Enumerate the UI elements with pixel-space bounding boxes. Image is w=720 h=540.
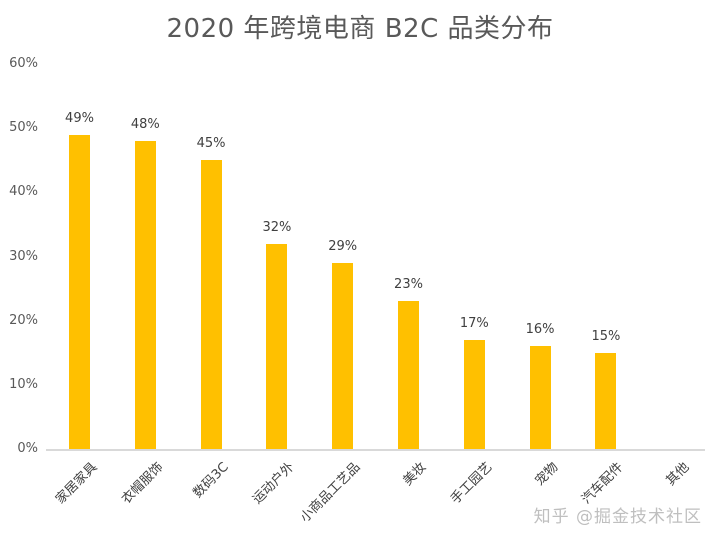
bar	[398, 301, 419, 449]
bar-value-label: 32%	[262, 219, 292, 235]
bar	[529, 346, 551, 449]
y-tick-label: 0%	[17, 441, 38, 456]
chart-title: 2020 年跨境电商 B2C 品类分布	[166, 14, 554, 44]
bar-value-label: 49%	[65, 110, 94, 126]
bar	[595, 352, 617, 449]
x-tick-label: 衣帽服饰	[118, 459, 167, 508]
x-tick-label: 美妆	[400, 459, 430, 489]
x-tick-label: 宠物	[532, 459, 562, 489]
bar	[69, 134, 90, 449]
bar-value-label: 15%	[591, 328, 621, 344]
y-tick-label: 30%	[9, 248, 38, 264]
bar-value-label: 29%	[328, 238, 358, 254]
bar	[200, 160, 222, 449]
y-tick-label: 40%	[9, 184, 38, 200]
x-axis-line	[46, 449, 705, 451]
bar-value-label: 45%	[196, 136, 226, 152]
y-tick-label: 10%	[9, 376, 38, 392]
bar-value-label: 17%	[459, 315, 489, 331]
x-tick-label: 手工园艺	[447, 459, 496, 508]
bar-value-label: 16%	[525, 322, 555, 338]
x-tick-label: 家居家具	[53, 459, 101, 508]
bar	[266, 243, 288, 449]
x-tick-label: 汽车配件	[579, 459, 627, 508]
bar	[463, 339, 485, 449]
bar	[134, 141, 156, 449]
x-tick-label: 数码3C	[190, 459, 233, 502]
x-tick-label: 小商品工艺品	[297, 459, 364, 526]
watermark: 知乎 @掘金技术社区	[533, 507, 702, 527]
bar	[332, 262, 354, 449]
bar-value-label: 48%	[130, 117, 160, 132]
y-tick-label: 60%	[9, 56, 38, 71]
y-tick-label: 50%	[9, 120, 38, 136]
x-tick-label: 运动户外	[250, 459, 298, 508]
y-tick-label: 20%	[9, 312, 38, 328]
x-tick-label: 其他	[663, 459, 693, 489]
bar-value-label: 23%	[394, 277, 423, 293]
